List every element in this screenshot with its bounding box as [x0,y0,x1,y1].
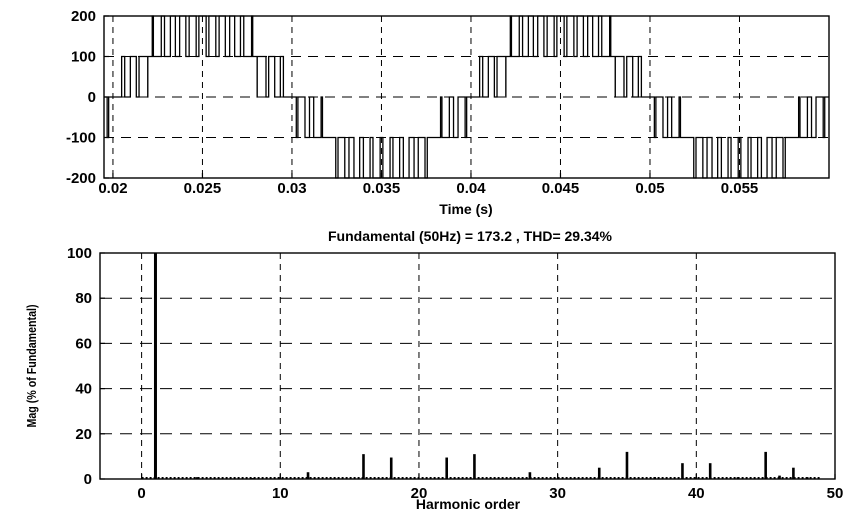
harmonic-bar-47 [792,467,795,479]
bottom-x-tick-label: 0 [137,485,145,502]
top-waveform-series [104,15,829,179]
top-x-tick-label: 0.03 [277,180,306,197]
time-domain-plot: 0.02 0.025 0.03 0.035 0.04 0.045 0.05 0.055 -200… [66,8,830,217]
bottom-plot-frame [99,252,836,480]
bottom-x-tick-label: 40 [688,485,705,502]
top-x-tick-label: 0.055 [721,180,759,197]
harmonic-bar-18 [389,457,393,479]
harmonic-bar-1 [153,253,157,479]
top-xlabel: Time (s) [439,201,492,217]
top-y-tick-label: -200 [66,170,96,187]
top-x-tick-label: 0.035 [363,180,401,197]
top-x-tick-label: 0.02 [98,180,127,197]
top-y-tick-label: 200 [71,8,96,25]
harmonic-bar-24 [473,454,476,479]
top-axis-ticks: 0.02 0.025 0.03 0.035 0.04 0.045 0.05 0.055 -200… [66,8,758,197]
harmonic-bars [141,253,822,479]
harmonic-spectrum-plot: Fundamental (50Hz) = 173.2 , THD= 29.34%… [24,228,843,512]
bottom-plot-area [100,253,835,479]
harmonic-bar-4 [195,477,199,479]
harmonic-bar-45 [764,451,767,479]
top-x-tick-label: 0.05 [635,180,664,197]
harmonic-bar-41 [708,463,712,479]
bottom-y-tick-label: 20 [75,426,92,443]
bottom-axis-ticks: 0 10 20 30 40 50 0 20 40 60 80 100 [67,245,843,502]
top-waveform-line [104,15,829,179]
top-y-tick-label: 0 [88,89,96,106]
harmonic-bar-39 [681,463,684,479]
harmonic-bar-37 [653,477,657,479]
harmonic-bar-46 [778,475,781,479]
bottom-title: Fundamental (50Hz) = 173.2 , THD= 29.34% [328,228,613,244]
harmonic-bar-28 [528,472,532,479]
bottom-y-tick-label: 80 [75,290,92,307]
harmonic-bar-43 [736,477,740,479]
bottom-ylabel: Mag (% of Fundamental) [24,304,39,427]
harmonic-bar-22 [445,457,448,479]
harmonic-bar-12 [306,472,310,479]
bottom-x-tick-label: 30 [549,485,566,502]
bottom-y-tick-label: 40 [75,381,92,398]
bottom-xlabel: Harmonic order [416,496,521,512]
harmonic-bar-33 [597,467,601,479]
bottom-x-tick-label: 50 [827,485,844,502]
top-y-tick-label: 100 [71,49,96,66]
harmonic-bar-35 [625,451,629,479]
bottom-x-tick-label: 10 [272,485,289,502]
harmonic-bar-16 [362,454,365,479]
bottom-y-tick-label: 100 [67,245,92,262]
top-x-tick-label: 0.045 [542,180,580,197]
bottom-x-tick-label: 20 [411,485,428,502]
top-y-tick-label: -100 [66,130,96,147]
harmonic-bar-48 [805,477,809,479]
bottom-y-tick-label: 60 [75,335,92,352]
bottom-y-tick-label: 0 [84,471,92,488]
top-x-tick-label: 0.025 [184,180,222,197]
bottom-grid [100,253,835,479]
top-x-tick-label: 0.04 [456,180,486,197]
